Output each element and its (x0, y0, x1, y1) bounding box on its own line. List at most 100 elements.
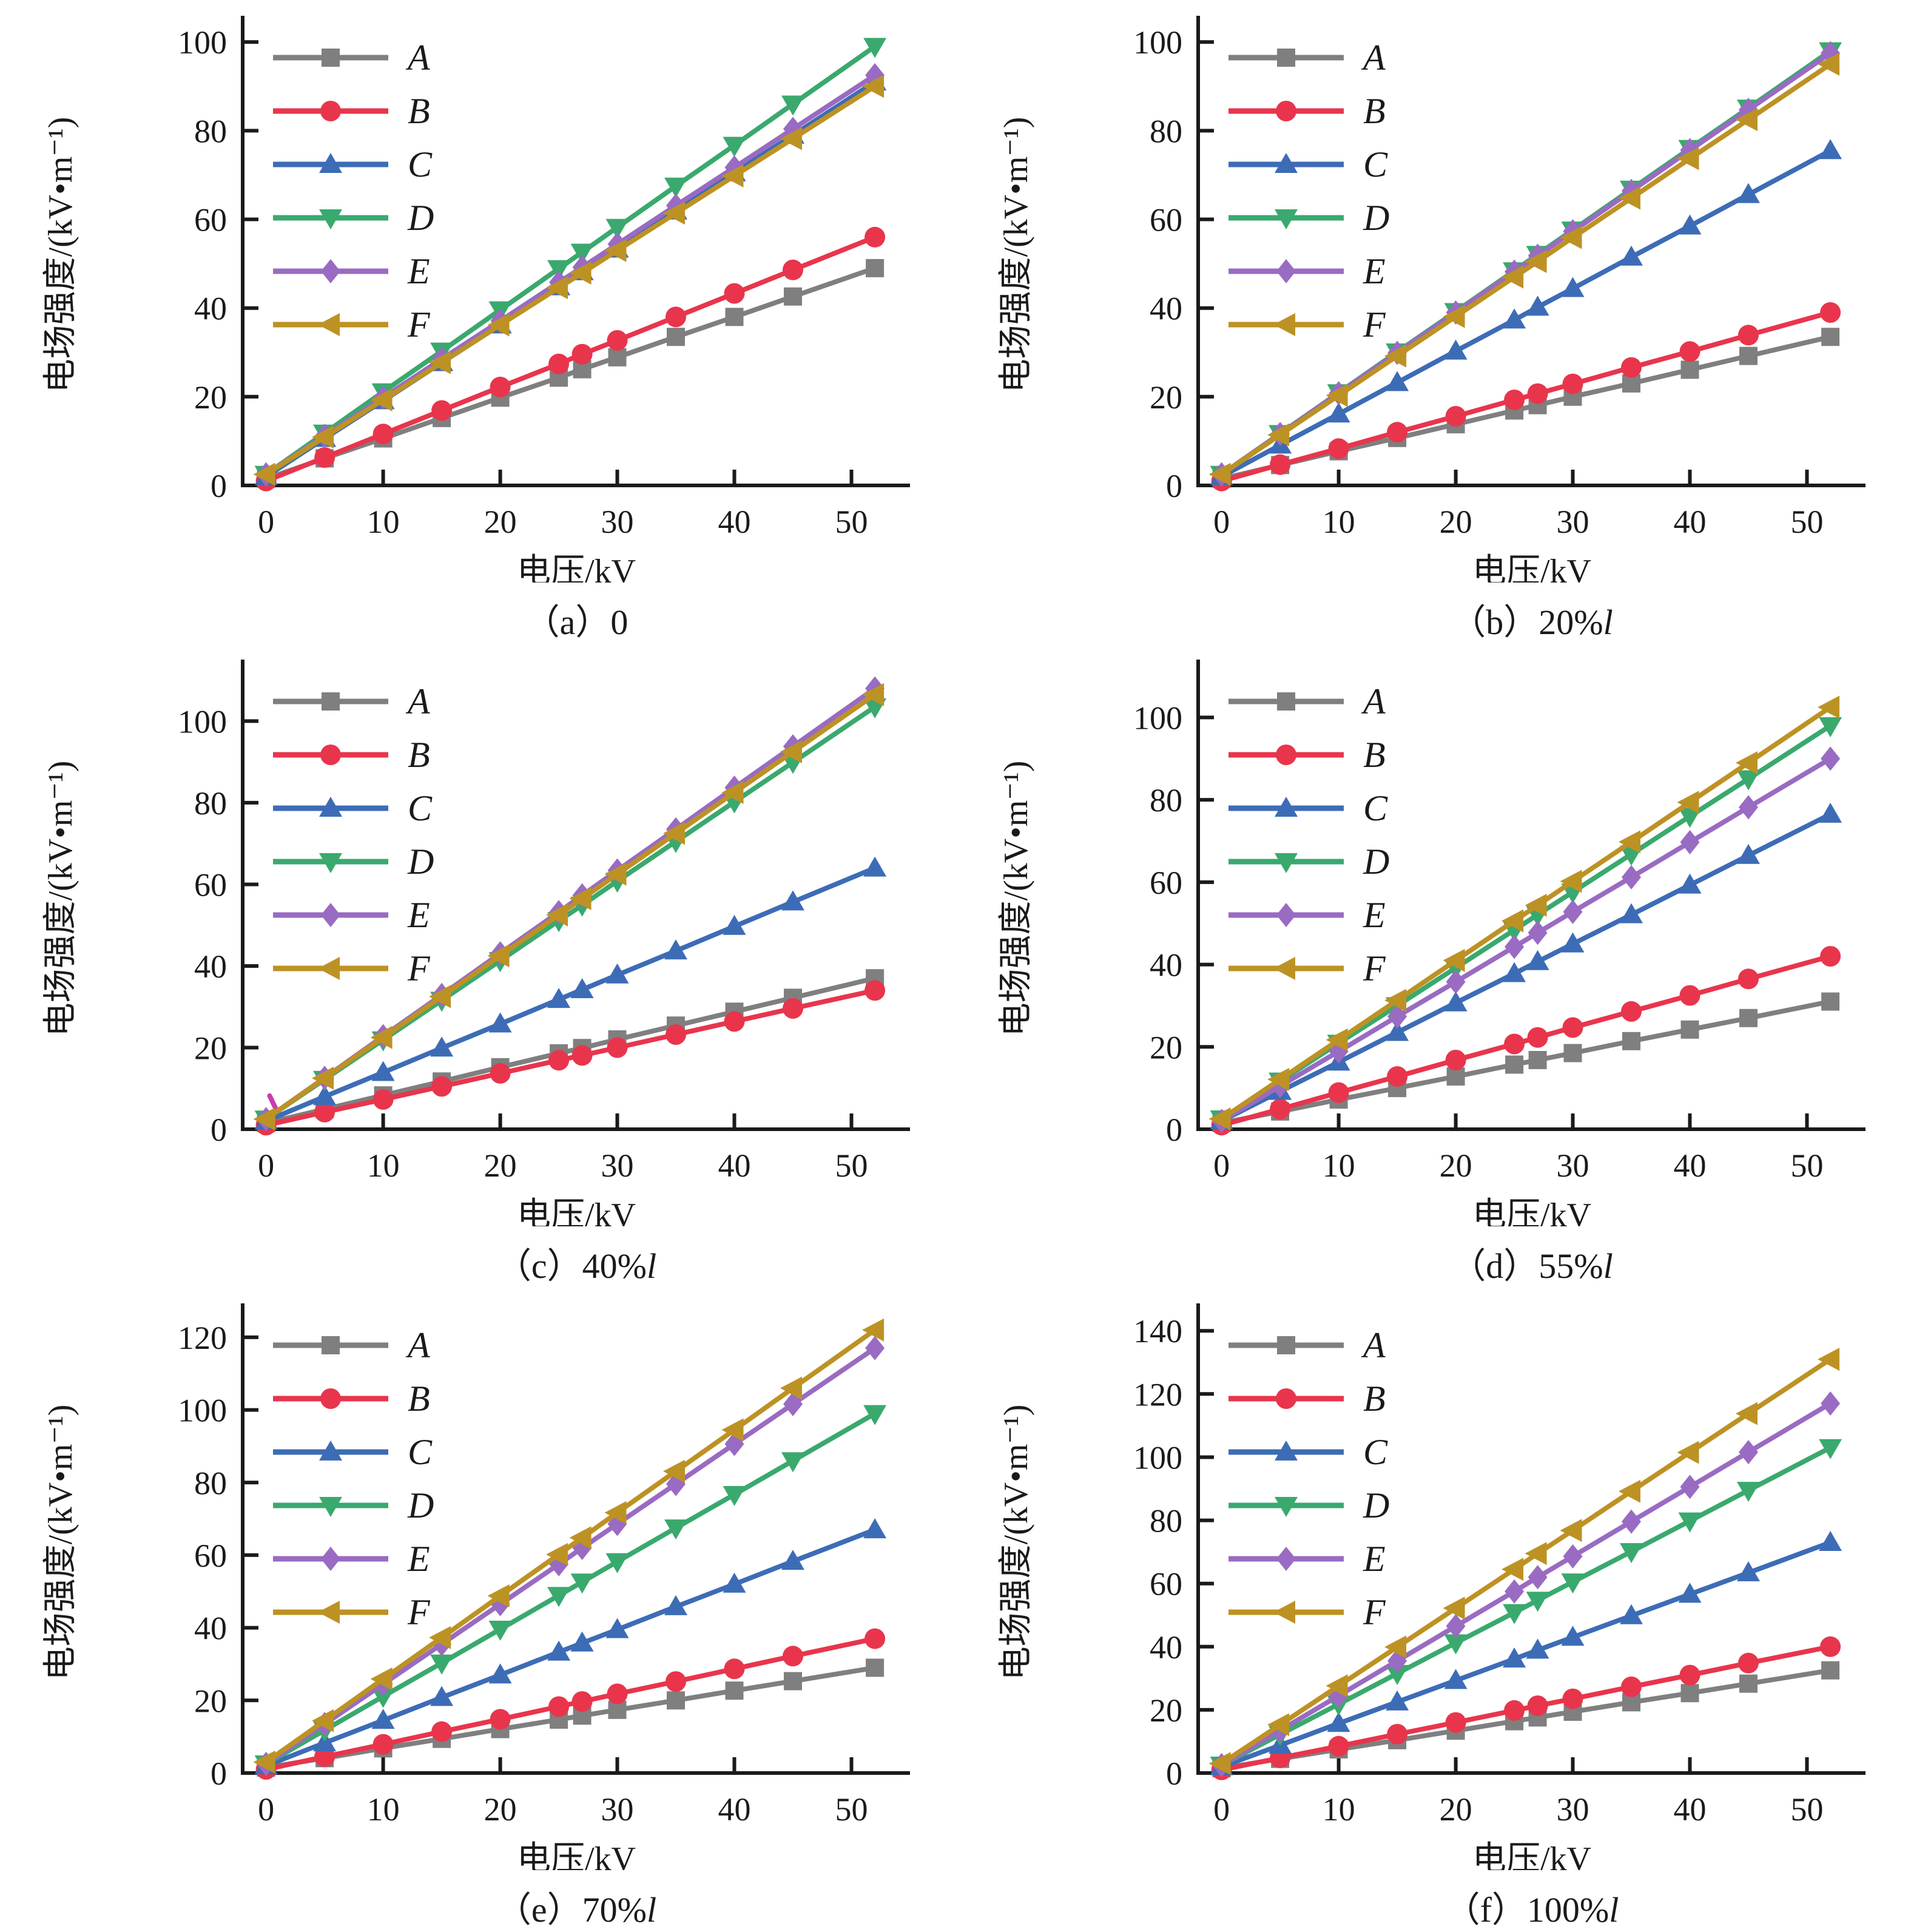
legend-item-F: F (273, 305, 431, 345)
svg-text:0: 0 (258, 1791, 274, 1828)
subplot-f-caption: （f）100%l (956, 1881, 1911, 1932)
svg-text:80: 80 (194, 785, 227, 822)
subplot-c-caption: （c）40%l (0, 1237, 956, 1288)
legend-item-D: D (1228, 1485, 1389, 1525)
svg-text:100: 100 (1133, 24, 1182, 61)
svg-text:A: A (405, 38, 430, 78)
legend-item-B: B (1228, 91, 1386, 131)
svg-text:40: 40 (1674, 1791, 1707, 1828)
svg-text:C: C (1363, 788, 1388, 828)
subplot-b: 0 20 40 60 80 100 0 10 20 30 40 50 电场强度/(kV•m⁻¹) 电压/k… (956, 0, 1911, 644)
svg-text:40: 40 (718, 1147, 751, 1184)
x-axis-label: 电压/kV (1472, 553, 1591, 583)
svg-text:C: C (1363, 1432, 1388, 1472)
svg-text:B: B (408, 735, 430, 775)
legend-item-E: E (1228, 251, 1386, 291)
svg-text:40: 40 (194, 291, 227, 327)
series-B (1211, 302, 1841, 491)
y-axis-label: 电场强度/(kV•m⁻¹) (42, 117, 79, 393)
y-tick-labels: 0 20 40 60 80 100 (1133, 24, 1182, 504)
svg-text:80: 80 (194, 1465, 227, 1501)
chart-f-canvas: 0 20 40 60 80 100 120 140 0 10 20 30 40 50 电场强度/(kV•m⁻… (997, 1303, 1866, 1870)
legend-item-A: A (1228, 38, 1386, 78)
legend-item-C: C (273, 1432, 433, 1472)
chart-c-canvas: 0 20 40 60 80 100 0 10 20 30 40 50 电场强度/(kV•m⁻¹) 电压/k… (42, 660, 910, 1226)
svg-text:20: 20 (484, 1147, 517, 1184)
svg-text:40: 40 (1674, 504, 1707, 540)
legend-item-D: D (1228, 198, 1389, 238)
svg-text:A: A (1361, 1325, 1386, 1365)
axes (1196, 1303, 1866, 1775)
svg-text:40: 40 (1150, 291, 1182, 327)
subplot-e: 0 20 40 60 80 100 120 0 10 20 30 40 50 电场强度/(kV•m⁻¹) 电… (0, 1288, 956, 1931)
series-A (257, 258, 885, 488)
svg-text:20: 20 (194, 1683, 227, 1719)
series-A (1212, 328, 1840, 488)
subplot-e-caption-italic: l (646, 1890, 657, 1930)
svg-text:20: 20 (1440, 1791, 1472, 1828)
svg-text:B: B (408, 1379, 430, 1419)
y-tick-labels: 0 20 40 60 80 100 (1133, 700, 1182, 1148)
legend-item-C: C (1228, 788, 1388, 828)
y-axis-label: 电场强度/(kV•m⁻¹) (997, 117, 1035, 393)
series-F (1208, 52, 1840, 486)
y-tick-labels: 0 20 40 60 80 100 120 (178, 1320, 227, 1792)
axes (241, 660, 910, 1131)
svg-text:20: 20 (484, 504, 517, 540)
legend-item-E: E (273, 1539, 430, 1579)
svg-text:D: D (407, 842, 434, 882)
x-axis-label: 电压/kV (1472, 1197, 1591, 1226)
axes (241, 16, 910, 487)
svg-text:F: F (407, 1592, 431, 1632)
svg-text:10: 10 (1323, 1147, 1355, 1184)
subplot-d: 0 20 40 60 80 100 0 10 20 30 40 50 电场强度/(kV•m⁻¹) 电压/k… (956, 644, 1911, 1288)
subplot-f-caption-italic: l (1609, 1890, 1619, 1930)
svg-text:F: F (1363, 1592, 1386, 1632)
svg-text:10: 10 (367, 1147, 400, 1184)
series-D (1210, 717, 1842, 1130)
svg-text:40: 40 (718, 504, 751, 540)
legend-item-B: B (273, 91, 430, 131)
legend-item-A: A (1228, 1325, 1386, 1365)
svg-text:80: 80 (1150, 113, 1182, 149)
svg-text:A: A (1361, 38, 1386, 78)
svg-text:40: 40 (1150, 1629, 1182, 1666)
svg-text:C: C (408, 144, 433, 184)
svg-text:F: F (407, 948, 431, 988)
subplot-c-caption-text: （c）40% (496, 1246, 647, 1286)
subplot-b-caption-text: （b）20% (1451, 603, 1603, 642)
subplot-d-caption-italic: l (1603, 1246, 1613, 1286)
svg-text:30: 30 (601, 1147, 634, 1184)
svg-text:40: 40 (194, 1610, 227, 1647)
subplot-b-caption-italic: l (1603, 603, 1613, 642)
axes (1196, 660, 1866, 1131)
svg-text:100: 100 (178, 24, 227, 61)
svg-text:20: 20 (484, 1791, 517, 1828)
svg-text:120: 120 (178, 1320, 227, 1356)
x-axis-label: 电压/kV (517, 553, 636, 583)
svg-text:F: F (1363, 305, 1386, 345)
x-axis-label: 电压/kV (1472, 1840, 1591, 1870)
x-tick-labels: 0 10 20 30 40 50 (1213, 1147, 1823, 1184)
svg-text:0: 0 (1166, 1112, 1182, 1148)
svg-text:100: 100 (178, 1393, 227, 1429)
chart-a-canvas: 0 20 40 60 80 100 0 10 20 30 40 50 电场强度/(kV•m⁻¹) 电压/k… (42, 16, 910, 583)
legend-item-D: D (1228, 842, 1389, 882)
svg-text:D: D (1363, 842, 1389, 882)
svg-text:50: 50 (1791, 1791, 1824, 1828)
y-axis-label: 电场强度/(kV•m⁻¹) (997, 1405, 1035, 1681)
legend-item-C: C (273, 788, 433, 828)
subplot-b-caption: （b）20%l (956, 593, 1911, 644)
legend-item-C: C (273, 144, 433, 184)
y-tick-labels: 0 20 40 60 80 100 (178, 703, 227, 1148)
svg-text:D: D (407, 1485, 434, 1525)
svg-text:C: C (1363, 144, 1388, 184)
series-F (253, 1318, 885, 1774)
series-F (253, 683, 885, 1131)
svg-text:60: 60 (194, 867, 227, 904)
svg-text:0: 0 (1213, 1791, 1230, 1828)
svg-text:80: 80 (1150, 1503, 1182, 1539)
